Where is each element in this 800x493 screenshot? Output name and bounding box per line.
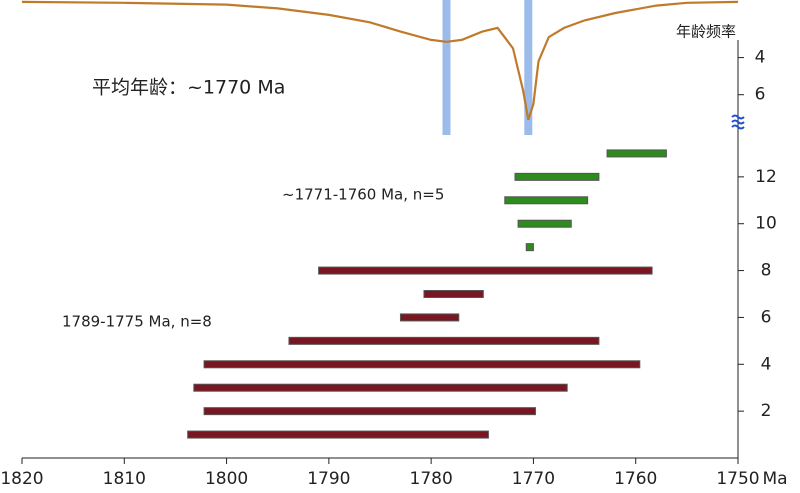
y2-tick-label: 4 <box>755 48 766 68</box>
y-tick-label: 12 <box>755 167 777 187</box>
axis-break <box>731 114 745 130</box>
x-tick-label: 1820 <box>0 469 43 489</box>
y-tick-label: 4 <box>761 354 772 374</box>
age-range-bar <box>423 290 484 298</box>
age-range-bar <box>318 266 653 275</box>
group-annotation: 1789-1775 Ma, n=8 <box>62 313 212 331</box>
mean-age: 平均年龄：~1770 Ma <box>92 77 285 99</box>
background-layer <box>442 0 533 135</box>
y-tick-label: 2 <box>761 401 772 421</box>
x-tick-label: 1810 <box>103 469 146 489</box>
age-range-bar <box>288 336 600 345</box>
y-tick-label: 8 <box>761 261 772 281</box>
x-tick-label: 1770 <box>512 469 555 489</box>
x-tick-label: 1760 <box>614 469 657 489</box>
age-range-bar <box>504 196 589 205</box>
age-range-bar <box>187 430 489 439</box>
age-range-bar <box>203 407 536 416</box>
age-range-bar <box>606 149 667 158</box>
age-range-bar <box>193 383 568 392</box>
age-range-bar <box>203 360 641 369</box>
group-annotation: ~1771-1760 Ma, n=5 <box>282 186 444 204</box>
age-range-bar <box>525 243 534 252</box>
age-range-bar <box>514 172 600 181</box>
density-label: 年龄频率 <box>676 23 736 41</box>
x-tick-label: 1800 <box>205 469 248 489</box>
highlight-band <box>524 0 533 135</box>
y2-tick-label: 6 <box>755 85 766 105</box>
density-curve <box>21 0 739 121</box>
x-tick-label: 1790 <box>307 469 350 489</box>
age-range-bar <box>399 313 460 322</box>
y-tick-label: 6 <box>761 307 772 327</box>
highlight-band <box>442 0 451 135</box>
y-tick-label: 10 <box>755 214 777 234</box>
x-tick-label: 1750 <box>716 469 759 489</box>
age-range-bar <box>517 219 572 228</box>
x-tick-label: 1780 <box>410 469 453 489</box>
x-axis-label: Ma <box>762 469 787 489</box>
